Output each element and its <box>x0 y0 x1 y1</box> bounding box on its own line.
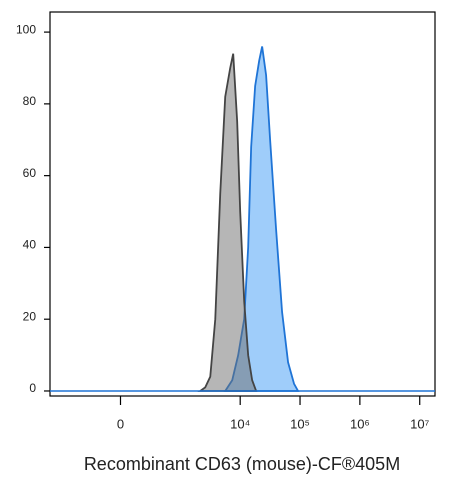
y-tick-label: 0 <box>29 381 36 395</box>
x-axis-label: Recombinant CD63 (mouse)-CF®405M <box>84 454 400 474</box>
series-area <box>197 53 258 392</box>
y-tick-label: 60 <box>23 166 37 180</box>
y-tick-label: 100 <box>16 22 36 36</box>
y-tick-label: 20 <box>23 309 37 323</box>
x-tick-label: 10⁴ <box>230 416 250 431</box>
x-tick-label: 10⁷ <box>410 416 429 431</box>
plot-frame <box>49 11 436 397</box>
y-tick-label: 40 <box>23 238 37 252</box>
x-tick-label: 10⁵ <box>290 416 310 431</box>
x-tick-label: 10⁶ <box>350 416 370 431</box>
y-tick-label: 80 <box>23 94 37 108</box>
x-tick-label: 0 <box>117 416 124 431</box>
